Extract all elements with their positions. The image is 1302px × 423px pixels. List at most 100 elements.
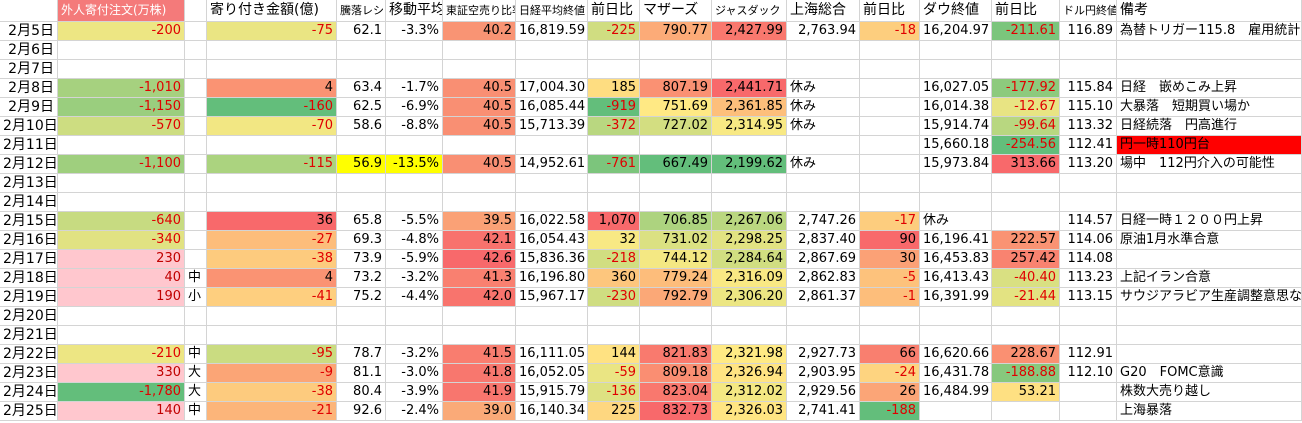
usdjpy-cell: 115.84 <box>1060 79 1117 98</box>
date-cell: 2月20日 <box>0 307 58 326</box>
short-ratio-cell: 40.5 <box>443 155 516 174</box>
nikkei-close-cell <box>516 136 588 155</box>
opening-amount-cell <box>207 136 337 155</box>
remarks-header: 備考 <box>1117 0 1302 22</box>
mothers-cell <box>640 136 712 155</box>
short-ratio-cell: 41.5 <box>443 345 516 364</box>
foreign-orders-cell: -200 <box>58 22 185 41</box>
size-note-cell <box>185 136 207 155</box>
size-note-cell <box>185 307 207 326</box>
jasdaq-cell: 2,267.06 <box>712 212 787 231</box>
adr-ratio-cell <box>337 307 386 326</box>
nikkei-close-cell <box>516 307 588 326</box>
dow-close-cell: 16,204.97 <box>920 22 992 41</box>
jasdaq-cell <box>712 41 787 60</box>
dow-close-cell: 16,453.83 <box>920 250 992 269</box>
opening-amount-cell: -160 <box>207 98 337 117</box>
foreign-orders-cell <box>58 174 185 193</box>
date-cell: 2月21日 <box>0 326 58 345</box>
size-note-cell <box>185 250 207 269</box>
shanghai-change-cell <box>860 193 920 212</box>
foreign-orders-cell: -1,010 <box>58 79 185 98</box>
adr-ratio-cell <box>337 326 386 345</box>
dow-change-cell <box>992 193 1060 212</box>
mothers-cell: 823.04 <box>640 383 712 402</box>
dow-change-cell: -12.67 <box>992 98 1060 117</box>
remarks-cell <box>1117 193 1302 212</box>
nikkei-change-cell <box>588 41 640 60</box>
usdjpy-cell: 113.32 <box>1060 117 1117 136</box>
adr-ratio-cell: 62.5 <box>337 98 386 117</box>
nikkei-change-cell: 360 <box>588 269 640 288</box>
jasdaq-cell <box>712 193 787 212</box>
usdjpy-cell <box>1060 402 1117 421</box>
size-note-cell: 中 <box>185 345 207 364</box>
shanghai-change-cell: -17 <box>860 212 920 231</box>
shanghai-change-cell: 90 <box>860 231 920 250</box>
opening-amount-cell: -9 <box>207 364 337 383</box>
shanghai-change-cell <box>860 174 920 193</box>
jasdaq-header: ジャスダック <box>712 0 787 22</box>
short-ratio-cell: 42.0 <box>443 288 516 307</box>
remarks-cell <box>1117 326 1302 345</box>
usdjpy-cell: 112.91 <box>1060 345 1117 364</box>
shanghai-cell <box>787 136 860 155</box>
jasdaq-cell: 2,361.85 <box>712 98 787 117</box>
dow-close-cell: 16,431.78 <box>920 364 992 383</box>
date-cell: 2月12日 <box>0 155 58 174</box>
shanghai-cell: 2,837.40 <box>787 231 860 250</box>
short-ratio-cell <box>443 193 516 212</box>
size-note-cell <box>185 155 207 174</box>
nikkei-change-cell: -59 <box>588 364 640 383</box>
opening-amount-cell <box>207 193 337 212</box>
dow-close-cell <box>920 193 992 212</box>
opening-amount-cell <box>207 174 337 193</box>
moving-average-cell: -3.9% <box>386 383 443 402</box>
foreign-orders-cell: 140 <box>58 402 185 421</box>
size-note-cell <box>185 117 207 136</box>
nikkei-close-cell: 16,022.58 <box>516 212 588 231</box>
nikkei-close-header: 日経平均終値 <box>516 0 588 22</box>
nikkei-change-cell: 185 <box>588 79 640 98</box>
date-cell: 2月13日 <box>0 174 58 193</box>
mothers-cell: 744.12 <box>640 250 712 269</box>
jasdaq-cell <box>712 60 787 79</box>
usdjpy-cell: 114.57 <box>1060 212 1117 231</box>
dow-change-cell: -211.61 <box>992 22 1060 41</box>
nikkei-close-cell: 16,052.05 <box>516 364 588 383</box>
moving-average-cell: -3.2% <box>386 269 443 288</box>
usdjpy-cell: 116.89 <box>1060 22 1117 41</box>
shanghai-header: 上海総合 <box>787 0 860 22</box>
size-note-cell <box>185 326 207 345</box>
moving-average-cell <box>386 307 443 326</box>
dow-close-cell: 休み <box>920 212 992 231</box>
dow-change-cell: 228.67 <box>992 345 1060 364</box>
nikkei-change-header: 前日比 <box>588 0 640 22</box>
nikkei-close-cell: 16,085.44 <box>516 98 588 117</box>
shanghai-change-cell <box>860 307 920 326</box>
date-cell: 2月8日 <box>0 79 58 98</box>
date-cell: 2月19日 <box>0 288 58 307</box>
short-ratio-cell <box>443 307 516 326</box>
nikkei-close-cell: 16,111.05 <box>516 345 588 364</box>
short-ratio-cell: 42.1 <box>443 231 516 250</box>
jasdaq-cell <box>712 307 787 326</box>
mothers-cell: 727.02 <box>640 117 712 136</box>
jasdaq-cell: 2,427.99 <box>712 22 787 41</box>
date-cell: 2月11日 <box>0 136 58 155</box>
nikkei-change-cell: 225 <box>588 402 640 421</box>
dow-close-cell: 16,413.43 <box>920 269 992 288</box>
jasdaq-cell: 2,314.95 <box>712 117 787 136</box>
usdjpy-cell: 115.10 <box>1060 98 1117 117</box>
shanghai-change-cell <box>860 326 920 345</box>
mothers-cell: 751.69 <box>640 98 712 117</box>
foreign-orders-cell <box>58 136 185 155</box>
dow-close-cell: 16,484.99 <box>920 383 992 402</box>
shanghai-cell: 休み <box>787 155 860 174</box>
adr-ratio-cell: 73.9 <box>337 250 386 269</box>
adr-ratio-cell: 63.4 <box>337 79 386 98</box>
size-note-cell <box>185 60 207 79</box>
remarks-cell: サウジアラビア生産調整意思なし <box>1117 288 1302 307</box>
dow-close-cell: 16,196.41 <box>920 231 992 250</box>
short-ratio-cell <box>443 41 516 60</box>
